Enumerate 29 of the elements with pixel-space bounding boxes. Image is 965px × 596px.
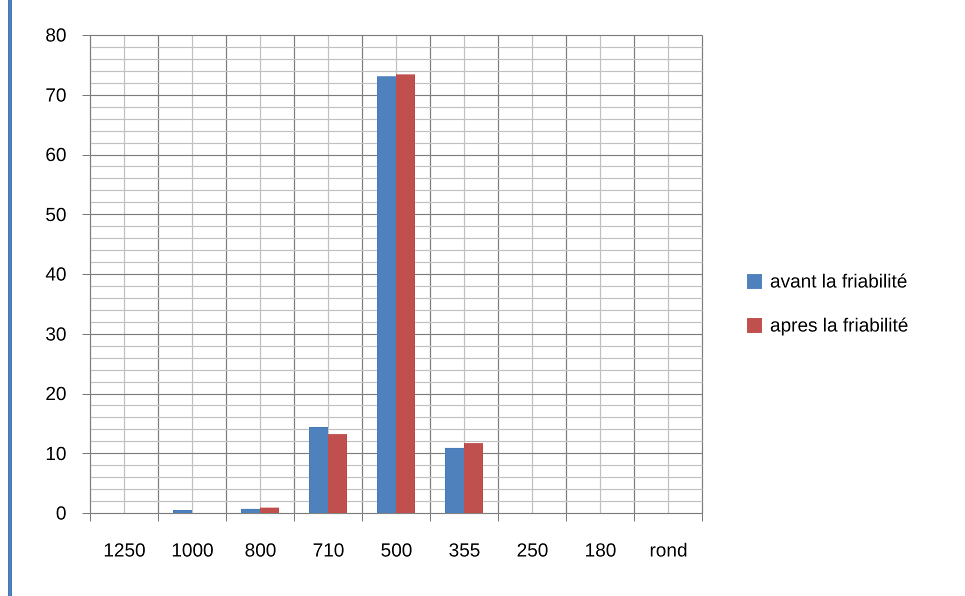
x-tick-label: 355 (448, 540, 480, 562)
y-tick-label: 0 (56, 504, 66, 524)
y-tick-label: 80 (45, 26, 66, 46)
y-tick-label: 10 (45, 444, 66, 465)
y-tick-label: 50 (45, 204, 66, 226)
x-tick-label: 250 (516, 540, 548, 562)
legend-label: apres la friabilité (770, 316, 908, 336)
y-tick-label: 30 (45, 324, 66, 346)
bar (260, 508, 279, 513)
bar (309, 426, 328, 513)
x-tick-label: rond (649, 540, 688, 562)
y-tick-label: 20 (45, 384, 66, 405)
x-tick-label: 180 (584, 540, 616, 562)
legend-label: avant la friabilité (770, 272, 908, 292)
bar (328, 434, 347, 513)
y-tick-label: 40 (45, 264, 66, 286)
x-tick-label: 710 (312, 540, 344, 562)
bar (377, 76, 396, 513)
y-tick-label: 70 (45, 85, 66, 106)
x-tick-label: 500 (380, 540, 412, 562)
bar (464, 443, 483, 513)
x-tick-label: 1000 (171, 540, 214, 562)
bar (396, 74, 415, 513)
bar (173, 510, 192, 513)
x-tick-label: 1250 (103, 540, 146, 562)
bar (241, 508, 260, 513)
bar (445, 448, 464, 513)
x-tick-label: 800 (244, 540, 276, 562)
y-tick-label: 60 (45, 145, 66, 166)
